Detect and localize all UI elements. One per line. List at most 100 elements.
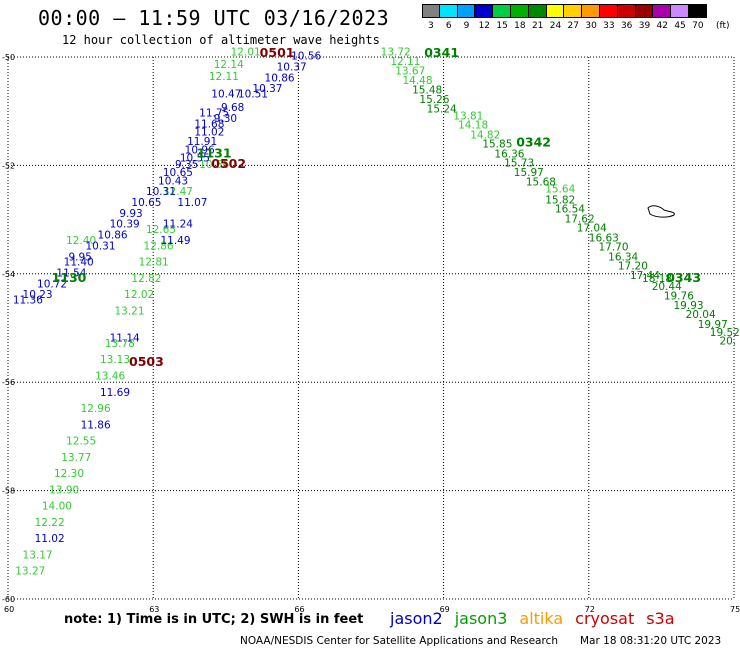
legend-bin: 24 (546, 4, 565, 31)
legend-label: 27 (567, 21, 579, 31)
lat-tick-label: -56 (2, 378, 15, 387)
wave-height-label: 13.46 (95, 370, 125, 382)
satellite-jason2: jason2 (390, 609, 443, 628)
legend-label: 18 (514, 21, 526, 31)
satellite-jason3: jason3 (454, 609, 508, 628)
wave-height-label: 12.01 (231, 46, 261, 58)
wave-height-label: 10.72 (37, 278, 67, 290)
wave-height-label: 15.68 (526, 176, 556, 188)
wave-height-label: 10.47 (211, 89, 241, 101)
lon-tick-label: 72 (585, 605, 595, 614)
legend-label: 33 (603, 21, 615, 31)
legend-bin: 70 (688, 4, 707, 31)
satellite-cryosat: cryosat (575, 609, 635, 628)
legend-label: 3 (428, 21, 434, 31)
pass-time-label: 0341 (424, 45, 459, 60)
legend-label: 45 (674, 21, 686, 31)
legend-bin: 33 (599, 4, 618, 31)
legend-label: 6 (445, 21, 452, 31)
wave-height-label: 10.51 (238, 89, 268, 101)
wave-height-label: 20.44 (652, 281, 682, 293)
legend-bin: 3 (422, 4, 440, 31)
wave-height-label: 11.86 (81, 419, 111, 431)
wave-height-label: 20.04 (686, 309, 716, 321)
footer-note: note: 1) Time is in UTC; 2) SWH is in fe… (64, 612, 364, 627)
wave-height-label: 11.02 (35, 533, 65, 545)
legend-swatch (599, 4, 618, 18)
wave-height-label: 10.37 (252, 83, 282, 95)
wave-height-label: 11.68 (194, 118, 224, 130)
wave-height-label: 17.20 (618, 260, 648, 272)
wave-height-label: 11.69 (100, 387, 130, 399)
legend-unit: (ft) (716, 21, 730, 31)
lon-tick-label: 63 (149, 605, 159, 614)
wave-height-label: 10.86 (265, 72, 295, 84)
wave-height-label: 13.27 (15, 566, 45, 578)
legend-bin: 21 (528, 4, 547, 31)
pass-time-label: 0342 (516, 134, 551, 149)
legend-bin: 39 (635, 4, 654, 31)
wave-height-label: 10.86 (98, 230, 128, 242)
wave-height-label: 12.14 (214, 59, 244, 71)
pass-time-label: 0343 (666, 270, 701, 285)
legend-bin: 45 (671, 4, 689, 31)
wave-height-label: 14.18 (458, 120, 488, 132)
legend-swatch (564, 4, 583, 18)
wave-height-label: 16.63 (589, 232, 619, 244)
legend-bin: 27 (564, 4, 583, 31)
wave-height-label: 13.90 (49, 484, 79, 496)
legend-label: 36 (620, 21, 633, 31)
pass-time-label: 0502 (211, 156, 246, 171)
wave-height-label: 10.39 (110, 219, 140, 231)
footer-credit: NOAA/NESDIS Center for Satellite Applica… (240, 635, 558, 647)
legend-bin: 36 (617, 4, 636, 31)
wave-height-label: 11.91 (187, 136, 217, 148)
wave-height-label: 17.04 (577, 223, 607, 235)
wave-height-label: 13.72 (381, 46, 411, 58)
legend-swatch (422, 4, 440, 18)
wave-height-label: 20. (719, 335, 736, 347)
legend-swatch (635, 4, 654, 18)
pass-time-label: 0501 (260, 45, 295, 60)
wave-height-label: 16.36 (494, 148, 524, 160)
legend-swatch (528, 4, 547, 18)
wave-height-label: 14.48 (402, 75, 432, 87)
legend-swatch (653, 4, 672, 18)
wave-height-label: 9.68 (221, 102, 244, 114)
wave-height-label: 14.82 (470, 129, 500, 141)
wave-height-label: 10.55 (180, 153, 210, 165)
wave-height-label: 12.22 (35, 517, 65, 529)
wave-height-label: 12.11 (390, 56, 420, 68)
wave-height-label: 10.65 (131, 197, 161, 209)
wave-height-label: 12.82 (131, 273, 161, 285)
island-outline (647, 205, 675, 218)
wave-height-label: 16.54 (555, 204, 585, 216)
wave-height-label: 13.77 (61, 452, 91, 464)
wave-height-label: 17.62 (565, 213, 595, 225)
wave-height-label: 13.17 (23, 549, 53, 561)
wave-height-label: 17.44 (630, 270, 660, 282)
wave-height-label: 12.81 (139, 257, 169, 269)
wave-height-label: 9.35 (175, 159, 198, 171)
wave-height-label: 12.40 (66, 235, 96, 247)
wave-height-label: 11.24 (163, 219, 193, 231)
legend-swatch (457, 4, 476, 18)
wave-height-label: 13.81 (453, 110, 483, 122)
wave-height-label: 13.78 (105, 338, 135, 350)
wave-height-label: 14.00 (42, 501, 72, 513)
satellite-altika: altika (519, 609, 564, 628)
wave-height-label: 19.97 (698, 319, 728, 331)
wave-height-label: 12.30 (54, 468, 84, 480)
wave-height-label: 12.96 (81, 403, 111, 415)
wave-height-label: 11.54 (56, 268, 86, 280)
wave-height-label: 15.24 (427, 103, 457, 115)
legend-swatch (475, 4, 494, 18)
map-title: 00:00 – 11:59 UTC 03/16/2023 (38, 6, 390, 30)
legend-label: 39 (638, 21, 651, 31)
pass-time-label: 1131 (197, 145, 232, 160)
wave-height-label: 9.95 (69, 251, 92, 263)
wave-height-label: 11.75 (199, 108, 229, 120)
legend-bin: 9 (457, 4, 476, 31)
map-subtitle: 12 hour collection of altimeter wave hei… (62, 33, 380, 47)
wave-height-label: 15.73 (504, 157, 534, 169)
